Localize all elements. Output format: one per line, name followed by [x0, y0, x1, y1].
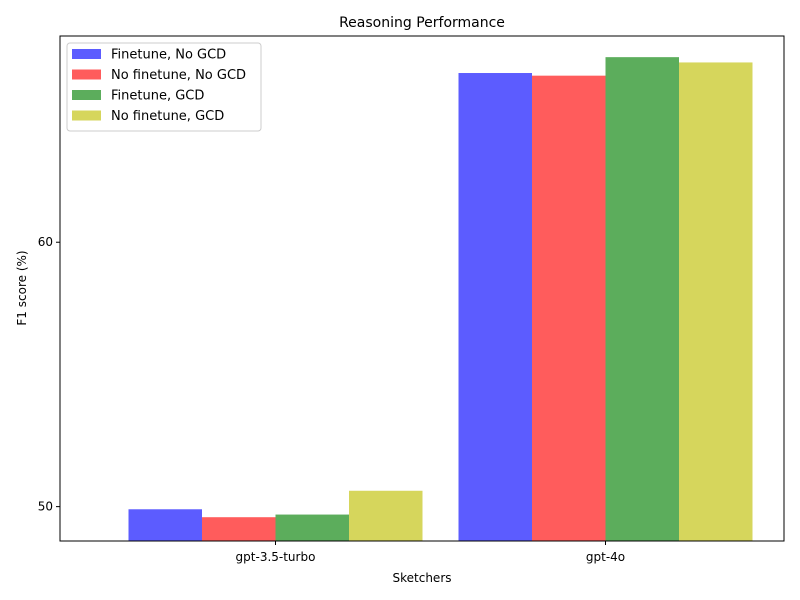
legend-swatch — [72, 49, 101, 59]
legend-swatch — [72, 110, 101, 121]
legend-swatch — [72, 90, 101, 100]
y-axis-ticks: 50 60 — [38, 235, 60, 514]
legend-label: Finetune, No GCD — [111, 48, 226, 63]
chart-title: Reasoning Performance — [339, 15, 505, 31]
bar-gpt-4o-no-finetune-gcd — [679, 62, 753, 541]
bar-gpt-3.5-turbo-no-finetune-gcd — [349, 490, 423, 541]
x-axis-label: Sketchers — [393, 571, 452, 585]
x-axis-ticks: gpt-3.5-turbo gpt-4o — [236, 541, 625, 564]
legend: Finetune, No GCD No finetune, No GCD Finet… — [66, 42, 262, 132]
x-tick-label: gpt-4o — [586, 550, 625, 564]
legend-label: No finetune, GCD — [111, 109, 224, 124]
bar-gpt-3.5-turbo-finetune-no-gcd — [128, 509, 202, 541]
plot-frame — [59, 35, 785, 542]
bars-group — [128, 57, 753, 542]
bar-gpt-4o-finetune-no-gcd — [458, 73, 532, 541]
legend-swatch — [72, 69, 101, 80]
legend-label: Finetune, GCD — [111, 89, 204, 104]
legend-box — [66, 42, 262, 132]
legend-label: No finetune, No GCD — [111, 68, 246, 83]
y-tick-label: 60 — [38, 235, 53, 249]
bar-gpt-4o-no-finetune-no-gcd — [532, 75, 606, 542]
bar-gpt-4o-finetune-gcd — [605, 57, 679, 542]
y-tick-label: 50 — [38, 500, 53, 514]
bar-gpt-3.5-turbo-no-finetune-no-gcd — [202, 517, 276, 541]
x-tick-label: gpt-3.5-turbo — [236, 550, 316, 564]
y-axis-label: F1 score (%) — [15, 250, 29, 325]
bar-gpt-3.5-turbo-finetune-gcd — [275, 514, 349, 541]
